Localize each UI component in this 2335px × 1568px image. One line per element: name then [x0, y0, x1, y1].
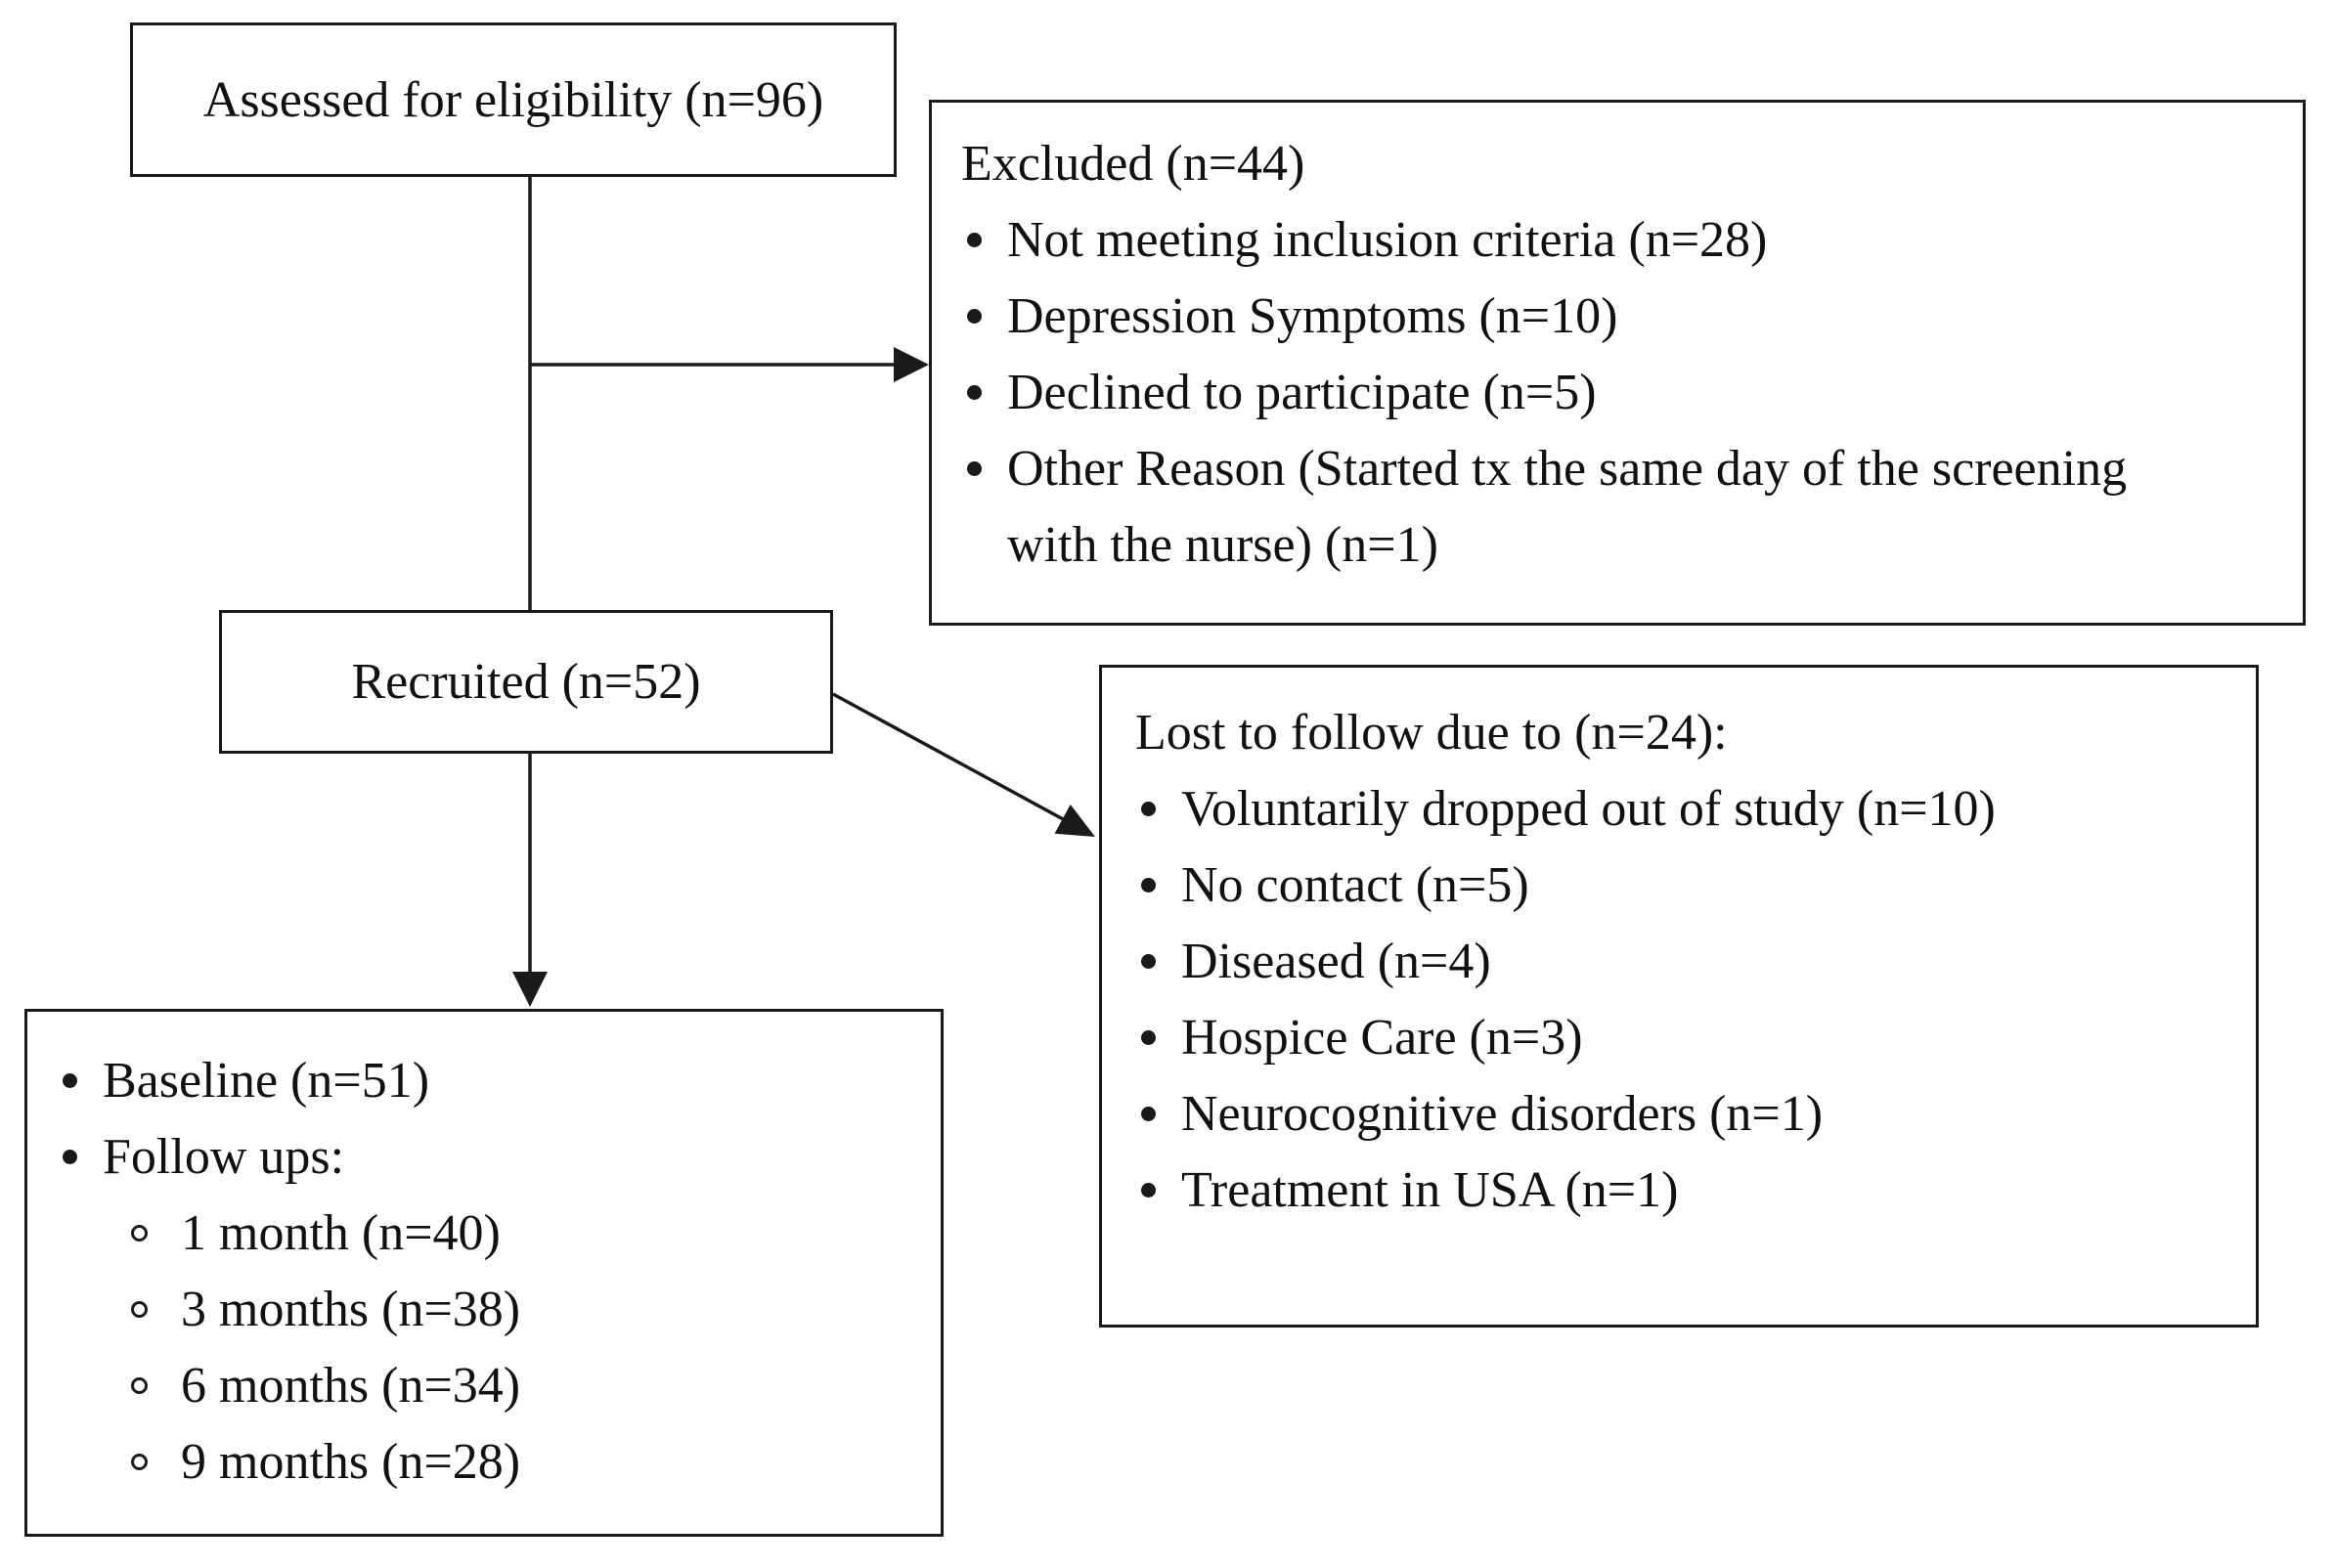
list-item: 3 months (n=38) — [131, 1272, 911, 1348]
list-item: Treatment in USA (n=1) — [1135, 1153, 2217, 1229]
list-item-text: 3 months (n=38) — [181, 1282, 521, 1337]
lost-to-follow-title: Lost to follow due to (n=24): — [1135, 705, 1728, 761]
list-item: Depression Symptoms (n=10) — [961, 279, 2215, 355]
excluded-list: Not meeting inclusion criteria (n=28) De… — [961, 202, 2215, 584]
list-item-text: Voluntarily dropped out of study (n=10) — [1181, 781, 1996, 837]
list-item-text: Baseline (n=51) — [103, 1053, 430, 1109]
list-item-text: Neurocognitive disorders (n=1) — [1181, 1086, 1824, 1142]
list-item-text: Diseased (n=4) — [1181, 934, 1491, 989]
list-item: 6 months (n=34) — [131, 1348, 911, 1424]
assessed-eligibility-box: Assessed for eligibility (n=96) — [130, 22, 897, 177]
lost-to-follow-box: Lost to follow due to (n=24): Voluntaril… — [1099, 665, 2259, 1328]
arrowhead-to-lost-icon — [1054, 805, 1095, 837]
list-item: Voluntarily dropped out of study (n=10) — [1135, 771, 2217, 848]
assessments-box: Baseline (n=51) Follow ups: 1 month (n=4… — [24, 1009, 944, 1537]
bullet-icon — [967, 385, 982, 400]
list-item-text: No contact (n=5) — [1181, 857, 1529, 913]
bullet-icon — [63, 1150, 77, 1164]
bullet-icon — [1141, 1030, 1156, 1045]
list-item: 1 month (n=40) — [131, 1196, 911, 1272]
connector-recruited-to-lost — [832, 692, 1066, 822]
circle-bullet-icon — [131, 1225, 148, 1241]
assessed-eligibility-label: Assessed for eligibility (n=96) — [202, 71, 824, 128]
list-item: Not meeting inclusion criteria (n=28) — [961, 202, 2215, 279]
bullet-icon — [1141, 1183, 1156, 1198]
circle-bullet-icon — [131, 1301, 148, 1318]
bullet-icon — [1141, 878, 1156, 893]
list-item-text: 9 months (n=28) — [181, 1434, 521, 1490]
list-item: No contact (n=5) — [1135, 848, 2217, 924]
list-item-text: Not meeting inclusion criteria (n=28) — [1007, 212, 1768, 268]
list-item-text: 1 month (n=40) — [181, 1205, 501, 1261]
recruited-box: Recruited (n=52) — [219, 610, 833, 754]
list-item-text: Hospice Care (n=3) — [1181, 1010, 1583, 1066]
bullet-icon — [967, 461, 982, 476]
bullet-icon — [1141, 802, 1156, 816]
list-item: Baseline (n=51) — [57, 1043, 911, 1119]
assessments-list: Baseline (n=51) Follow ups: — [57, 1043, 911, 1196]
list-item: Declined to participate (n=5) — [961, 355, 2215, 431]
excluded-title: Excluded (n=44) — [961, 136, 1305, 192]
list-item: 9 months (n=28) — [131, 1424, 911, 1501]
list-item-text: Treatment in USA (n=1) — [1181, 1162, 1679, 1218]
list-item-text: Declined to participate (n=5) — [1007, 365, 1597, 420]
list-item-text: Follow ups: — [103, 1129, 345, 1185]
circle-bullet-icon — [131, 1454, 148, 1470]
bullet-icon — [1141, 954, 1156, 969]
followups-list: 1 month (n=40) 3 months (n=38) 6 months … — [131, 1196, 911, 1501]
circle-bullet-icon — [131, 1377, 148, 1394]
bullet-icon — [967, 309, 982, 324]
list-item: Follow ups: — [57, 1119, 911, 1196]
list-item: Other Reason (Started tx the same day of… — [961, 431, 2215, 584]
lost-to-follow-list: Voluntarily dropped out of study (n=10) … — [1135, 771, 2217, 1229]
bullet-icon — [63, 1073, 77, 1088]
recruited-label: Recruited (n=52) — [351, 654, 701, 710]
list-item-text: Depression Symptoms (n=10) — [1007, 288, 1618, 344]
arrowhead-to-assessments-icon — [512, 972, 548, 1007]
list-item: Hospice Care (n=3) — [1135, 1000, 2217, 1076]
bullet-icon — [1141, 1107, 1156, 1121]
list-item-text: Other Reason (Started tx the same day of… — [1007, 441, 2128, 573]
list-item: Diseased (n=4) — [1135, 924, 2217, 1000]
bullet-icon — [967, 233, 982, 247]
arrowhead-to-excluded-icon — [894, 347, 929, 382]
list-item: Neurocognitive disorders (n=1) — [1135, 1076, 2217, 1153]
list-item-text: 6 months (n=34) — [181, 1358, 521, 1414]
excluded-box: Excluded (n=44) Not meeting inclusion cr… — [929, 100, 2306, 626]
